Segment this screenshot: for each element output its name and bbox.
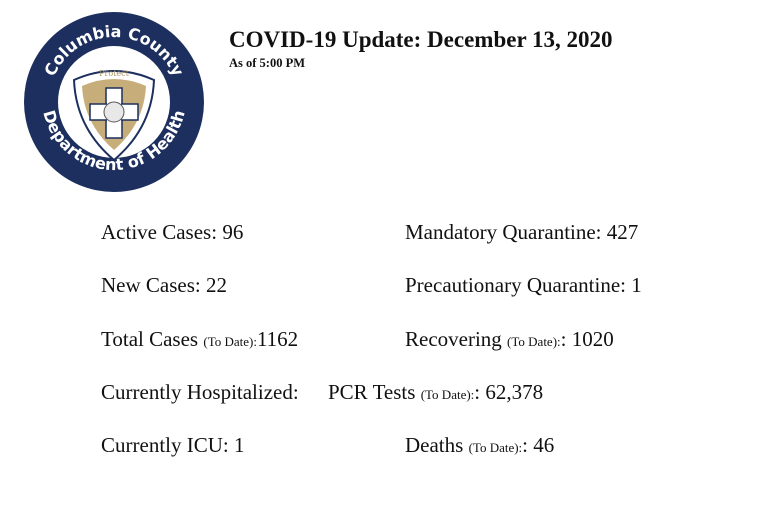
precautionary-quarantine: Precautionary Quarantine: 1	[405, 275, 642, 296]
new-cases-label: New Cases:	[101, 273, 201, 297]
pcr-tests-label: PCR Tests	[328, 380, 416, 404]
pcr-tests: PCR Tests (To Date):: 62,378	[328, 382, 543, 403]
currently-icu: Currently ICU: 1	[101, 435, 244, 456]
total-cases-qualifier: (To Date):	[203, 334, 257, 349]
new-cases: New Cases: 22	[101, 275, 227, 296]
deaths-value: : 46	[522, 433, 555, 457]
currently-icu-value: 1	[233, 433, 245, 457]
seal-icon: Columbia County Department of Health Pro…	[24, 12, 204, 192]
total-cases: Total Cases (To Date):1162	[101, 329, 298, 350]
mandatory-quarantine-label: Mandatory Quarantine:	[405, 220, 602, 244]
precautionary-quarantine-value: 1	[631, 273, 642, 297]
recovering: Recovering (To Date):: 1020	[405, 329, 614, 350]
deaths-qualifier: (To Date):	[468, 440, 523, 455]
total-cases-label: Total Cases	[101, 327, 199, 351]
currently-icu-label: Currently ICU:	[101, 433, 229, 457]
new-cases-value: 22	[205, 273, 227, 297]
deaths: Deaths (To Date):: 46	[405, 435, 554, 456]
page-title: COVID-19 Update: December 13, 2020	[229, 27, 613, 52]
currently-hospitalized-label: Currently Hospitalized:	[101, 380, 299, 404]
mandatory-quarantine-value: 427	[606, 220, 639, 244]
svg-text:Protect: Protect	[99, 69, 129, 78]
recovering-value: : 1020	[560, 327, 614, 351]
as-of-time: As of 5:00 PM	[229, 56, 306, 70]
deaths-label: Deaths	[405, 433, 464, 457]
mandatory-quarantine: Mandatory Quarantine: 427	[405, 222, 638, 243]
pcr-tests-value: : 62,378	[474, 380, 544, 404]
recovering-qualifier: (To Date):	[507, 334, 561, 349]
precautionary-quarantine-label: Precautionary Quarantine:	[405, 273, 626, 297]
total-cases-value: 1162	[256, 327, 299, 351]
columbia-county-health-logo: Columbia County Department of Health Pro…	[22, 10, 207, 195]
active-cases: Active Cases: 96	[101, 222, 243, 243]
currently-hospitalized: Currently Hospitalized:	[101, 382, 299, 403]
active-cases-value: 96	[222, 220, 244, 244]
recovering-label: Recovering	[405, 327, 502, 351]
pcr-tests-qualifier: (To Date):	[420, 387, 475, 402]
active-cases-label: Active Cases:	[101, 220, 218, 244]
